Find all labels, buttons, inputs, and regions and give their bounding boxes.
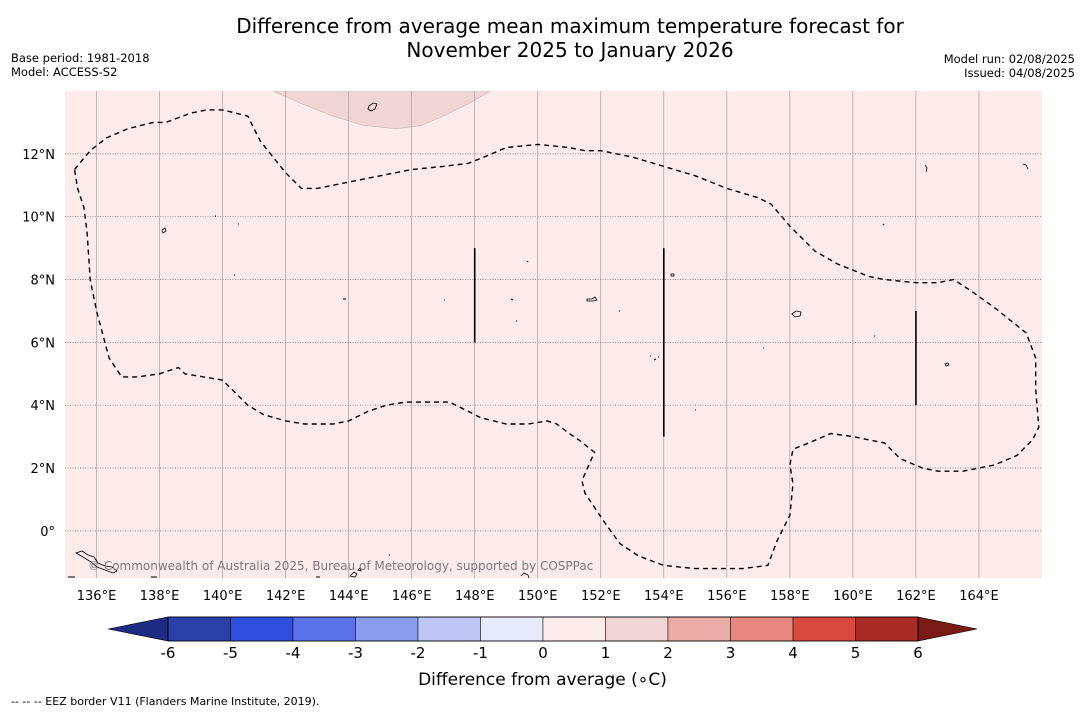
colorbar-tick-label: 1: [601, 644, 611, 662]
meta-right: Model run: 02/08/2025 Issued: 04/08/2025: [944, 52, 1075, 80]
colorbar-bin: [230, 616, 294, 642]
colorbar-tick-label: -1: [473, 644, 488, 662]
colorbar-tick-label: -4: [286, 644, 301, 662]
island-outline: [367, 102, 378, 112]
longitude-tick-label: 136°E: [77, 589, 117, 604]
graticule-layer: [65, 91, 1042, 578]
latitude-tick-label: 6°N: [31, 336, 56, 351]
latitude-tick-label: 10°N: [22, 211, 55, 226]
longitude-tick-labels: 136°E 138°E 140°E 142°E 144°E 146°E 148°E 150°E…: [77, 589, 999, 604]
island-outline: [650, 355, 659, 361]
longitude-tick-label: 152°E: [581, 589, 621, 604]
latitude-tick-label: 4°N: [31, 399, 56, 414]
colorbar-bin: [167, 616, 231, 642]
map-title-line1: Difference from average mean maximum tem…: [236, 14, 904, 38]
vertical-segments-layer: [473, 248, 917, 437]
colorbar-bin: [605, 616, 669, 642]
island-outline: [75, 550, 118, 574]
eez-border-line: [73, 109, 1040, 570]
latitude-tick-label: 0°: [40, 525, 55, 540]
model-text: Model: ACCESS-S2: [11, 65, 118, 79]
longitude-tick-label: 164°E: [959, 589, 999, 604]
island-outline: [944, 362, 950, 367]
map-title: Difference from average mean maximum tem…: [0, 14, 1085, 62]
colorbar-tick-label: 3: [726, 644, 736, 662]
island-outline: [161, 227, 167, 234]
latitude-tick-labels: 0° 2°N 4°N 6°N 8°N 10°N 12°N: [22, 148, 55, 540]
longitude-tick-label: 156°E: [707, 589, 747, 604]
colorbar-bin: [730, 616, 794, 642]
colorbar-tick-label: 0: [538, 644, 548, 662]
colorbar-tick-label: 6: [913, 644, 923, 662]
colorbar-bin: [417, 616, 481, 642]
island-outline: [924, 164, 928, 173]
longitude-tick-label: 144°E: [329, 589, 369, 604]
latitude-tick-label: 12°N: [22, 148, 55, 163]
issued-text: Issued: 04/08/2025: [964, 66, 1075, 80]
model-run-text: Model run: 02/08/2025: [943, 52, 1075, 66]
colorbar-tick-label: -3: [348, 644, 363, 662]
colorbar-bin: [542, 616, 606, 642]
longitude-tick-label: 150°E: [518, 589, 558, 604]
colorbar-bin: [355, 616, 419, 642]
colorbar-bin: [792, 616, 856, 642]
island-outline: [670, 273, 675, 277]
island-outline: [520, 572, 530, 578]
longitude-tick-label: 148°E: [455, 589, 495, 604]
longitude-tick-label: 146°E: [392, 589, 432, 604]
island-outline: [586, 296, 598, 302]
latitude-tick-label: 8°N: [31, 274, 56, 289]
footnote-text: -- -- -- EEZ border V11 (Flanders Marine…: [11, 695, 320, 708]
longitude-tick-label: 138°E: [140, 589, 180, 604]
longitude-tick-label: 160°E: [833, 589, 873, 604]
colorbar: -6 -5 -4 -3 -2 -1 0 1 2 3 4 5 6: [107, 616, 978, 662]
colorbar-tick-label: 2: [663, 644, 673, 662]
map-plot-area: [65, 91, 1042, 578]
colorbar-low-extend: [107, 616, 169, 642]
map-figure: © Commonwealth of Australia 2025, Bureau…: [22, 91, 1042, 662]
island-outline: [1022, 163, 1029, 170]
copyright-text: © Commonwealth of Australia 2025, Bureau…: [88, 559, 593, 573]
colorbar-tick-label: -5: [223, 644, 238, 662]
island-outlines-layer: [68, 102, 1029, 578]
colorbar-tick-label: 5: [851, 644, 861, 662]
colorbar-bin: [855, 616, 919, 642]
longitude-tick-label: 162°E: [896, 589, 936, 604]
island-outline: [349, 567, 362, 578]
map-title-line2: November 2025 to January 2026: [406, 38, 734, 62]
colorbar-tick-label: -6: [161, 644, 176, 662]
colorbar-bin: [667, 616, 731, 642]
latitude-tick-label: 2°N: [31, 462, 56, 477]
meta-left: Base period: 1981-2018 Model: ACCESS-S2: [11, 51, 150, 79]
colorbar-bin: [292, 616, 356, 642]
longitude-tick-label: 154°E: [644, 589, 684, 604]
colorbar-high-extend: [917, 616, 978, 642]
island-outline: [68, 215, 885, 578]
island-outline: [791, 310, 802, 318]
longitude-tick-label: 142°E: [266, 589, 306, 604]
warmer-zone-shape: [272, 91, 492, 130]
base-period-text: Base period: 1981-2018: [11, 51, 150, 65]
longitude-tick-label: 140°E: [203, 589, 243, 604]
colorbar-tick-label: -2: [411, 644, 426, 662]
colorbar-bin: [480, 616, 544, 642]
colorbar-tick-label: 4: [788, 644, 798, 662]
colorbar-title: Difference from average (∘C): [418, 670, 667, 690]
longitude-tick-label: 158°E: [770, 589, 810, 604]
colorbar-frame: [167, 616, 919, 642]
warmer-zone-layer: [272, 91, 492, 130]
